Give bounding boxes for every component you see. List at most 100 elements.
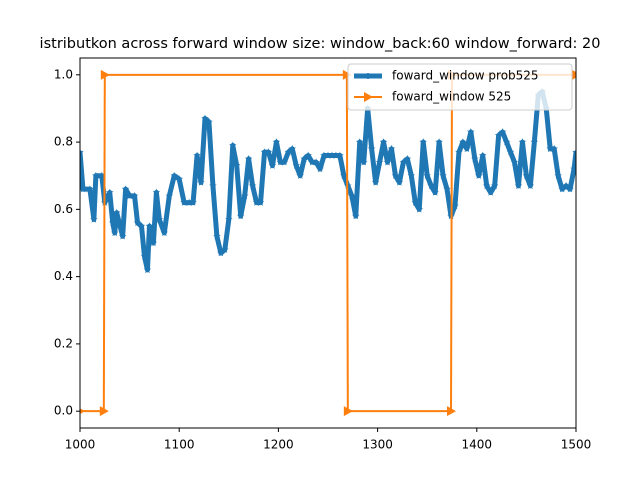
marker <box>92 171 100 179</box>
marker <box>332 151 340 159</box>
y-tick-label: 0.8 <box>54 135 73 149</box>
marker <box>140 252 149 260</box>
marker <box>256 198 265 206</box>
chart-title: istributkon across forward window size: … <box>40 36 601 52</box>
marker <box>355 138 364 146</box>
marker <box>367 144 376 153</box>
legend-label: foward_window 525 <box>392 90 511 104</box>
marker <box>143 265 152 274</box>
marker <box>423 171 431 179</box>
marker <box>399 158 408 166</box>
marker <box>110 228 119 237</box>
marker <box>352 212 360 220</box>
marker <box>248 181 257 190</box>
marker <box>98 171 106 179</box>
marker <box>498 128 507 136</box>
marker <box>160 228 169 237</box>
marker <box>510 158 519 166</box>
marker <box>268 161 277 169</box>
marker <box>175 175 183 183</box>
marker <box>209 181 217 190</box>
y-tick-label: 0.2 <box>54 336 73 350</box>
marker <box>292 161 301 169</box>
marker <box>185 198 193 206</box>
marker <box>225 215 233 223</box>
y-tick-label: 0.0 <box>54 404 73 418</box>
marker <box>284 148 293 156</box>
marker <box>312 158 320 166</box>
marker <box>566 185 574 193</box>
marker <box>387 144 396 153</box>
y-tick-label: 1.0 <box>54 67 73 81</box>
marker <box>99 406 109 417</box>
marker <box>554 171 562 179</box>
marker <box>137 222 146 230</box>
marker <box>240 191 249 200</box>
series-line <box>80 73 576 413</box>
marker <box>455 148 463 156</box>
marker <box>562 181 570 190</box>
marker <box>108 218 117 227</box>
marker <box>90 215 98 223</box>
marker <box>244 154 253 163</box>
marker <box>550 144 558 153</box>
marker <box>494 131 503 139</box>
marker <box>379 138 388 146</box>
legend-label: foward_window prob525 <box>392 69 539 83</box>
marker <box>106 188 114 196</box>
marker <box>506 148 515 156</box>
marker <box>145 222 154 230</box>
marker <box>407 171 416 179</box>
marker <box>316 165 324 173</box>
x-tick-label: 1000 <box>65 438 96 452</box>
marker <box>133 218 142 227</box>
marker <box>324 151 332 159</box>
marker <box>558 185 566 193</box>
marker <box>221 245 229 253</box>
marker <box>86 185 94 193</box>
marker <box>300 154 308 163</box>
plot-area <box>80 69 576 417</box>
marker <box>348 191 356 200</box>
marker <box>411 198 420 206</box>
marker <box>308 158 316 166</box>
marker <box>236 212 245 220</box>
axes-frame <box>79 57 577 429</box>
marker <box>467 128 475 136</box>
marker <box>391 171 400 179</box>
x-tick-label: 1200 <box>263 438 294 452</box>
marker <box>112 208 121 216</box>
marker <box>375 158 384 166</box>
marker <box>403 154 412 163</box>
marker <box>272 138 281 146</box>
marker <box>463 144 471 153</box>
marker <box>232 161 241 169</box>
marker <box>502 138 511 146</box>
marker <box>252 198 261 206</box>
marker <box>213 232 221 240</box>
marker <box>427 181 435 190</box>
marker <box>100 69 110 80</box>
marker <box>343 406 353 417</box>
marker <box>149 239 158 247</box>
marker <box>193 151 201 159</box>
marker <box>383 158 392 166</box>
x-tick-label: 1100 <box>164 438 195 452</box>
marker <box>570 165 576 173</box>
x-tick-label: 1500 <box>561 438 592 452</box>
marker <box>320 151 328 159</box>
y-tick-label: 0.4 <box>54 269 73 283</box>
marker <box>130 191 139 200</box>
marker <box>336 151 344 159</box>
y-tick-label: 0.6 <box>54 202 73 216</box>
marker <box>415 205 424 213</box>
marker <box>395 178 404 186</box>
marker <box>359 158 368 166</box>
marker <box>264 148 273 156</box>
marker <box>572 148 576 156</box>
marker <box>276 158 285 166</box>
marker <box>518 138 527 146</box>
marker <box>201 114 209 122</box>
marker <box>526 181 535 190</box>
